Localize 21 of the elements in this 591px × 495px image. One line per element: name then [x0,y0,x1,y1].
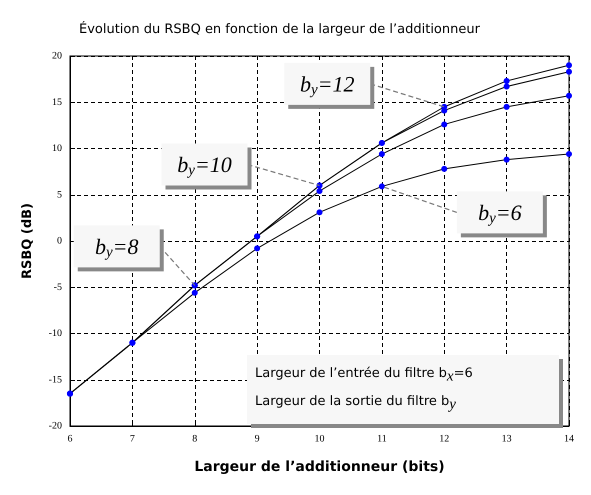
y-tick-label: 20 [52,50,62,62]
x-tick-label: 6 [68,434,72,444]
x-tick-label: 14 [564,434,574,444]
y-tick-label: 0 [57,236,62,246]
y-tick-label: -10 [48,328,62,339]
x-tick-label: 9 [254,434,260,444]
y-tick-label: -20 [48,420,62,432]
x-tick-label: 8 [192,434,198,444]
y-tick-label: -5 [54,282,62,293]
x-axis-title: Largeur de l’additionneur (bits) [194,459,445,475]
x-tick-label: 10 [314,434,324,444]
x-tick-label: 7 [130,434,135,444]
y-tick-label: 5 [57,189,62,200]
chart-title: Évolution du RSBQ en fonction de la largeur de l’additionneur [79,20,481,37]
y-tick-label: -15 [48,374,62,386]
x-tick-label: 13 [502,434,512,444]
y-tick-label: 10 [52,143,62,154]
x-tick-label: 11 [377,434,387,444]
y-tick-label: 15 [52,96,62,108]
x-tick-label: 12 [439,434,450,444]
y-axis-title: RSBQ (dB) [20,203,35,279]
